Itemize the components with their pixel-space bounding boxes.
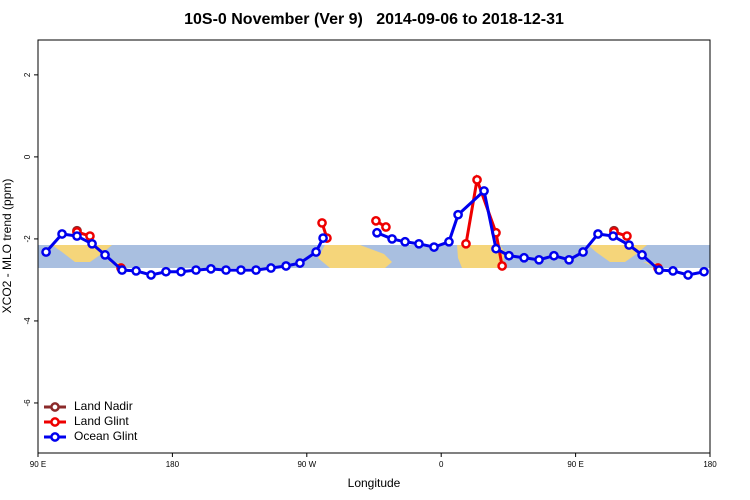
legend-label: Land Nadir	[74, 399, 133, 413]
y-axis-label: XCO2 - MLO trend (ppm)	[0, 179, 14, 314]
legend-marker	[50, 417, 60, 427]
chart-title: 10S-0 November (Ver 9) 2014-09-06 to 201…	[184, 11, 564, 28]
series-point	[317, 218, 327, 228]
series-point	[479, 186, 489, 196]
series-point	[191, 265, 201, 275]
series-point	[387, 234, 397, 244]
series-point	[504, 250, 514, 261]
series-point	[497, 261, 507, 271]
x-tick-label: 180	[166, 460, 180, 469]
series-point	[221, 265, 231, 275]
series-point	[371, 216, 381, 226]
x-tick-label: 0	[439, 460, 444, 469]
series-point	[683, 270, 693, 280]
plot-frame	[37, 39, 711, 454]
series-point	[549, 250, 559, 261]
series-point	[87, 238, 97, 249]
series-point	[381, 222, 391, 232]
series-point	[637, 250, 647, 260]
series-point	[491, 243, 501, 254]
series-point	[117, 265, 127, 275]
y-tick-label: -2	[23, 235, 32, 243]
y-tick-label: 2	[23, 72, 32, 77]
x-tick-label: 90 E	[567, 460, 583, 469]
series-point	[311, 247, 321, 257]
legend-label: Land Glint	[74, 414, 129, 428]
series-point	[654, 265, 664, 275]
series-point	[85, 231, 95, 241]
series-point	[668, 266, 678, 276]
series-point	[622, 231, 632, 241]
x-tick-label: 90 E	[30, 460, 46, 469]
land	[318, 245, 392, 268]
series-point	[624, 240, 634, 250]
series-point	[318, 233, 328, 243]
series-point	[251, 265, 261, 275]
series-point	[461, 238, 471, 249]
series-point	[372, 227, 382, 238]
legend-label: Ocean Glint	[74, 429, 138, 443]
series-point	[295, 258, 305, 268]
legend-marker	[50, 402, 60, 412]
series-point	[578, 247, 588, 257]
series-point	[41, 247, 51, 257]
series-point	[236, 265, 246, 275]
series-point	[161, 266, 171, 277]
x-tick-label: 180	[703, 460, 717, 469]
series-point	[453, 209, 463, 220]
series-point	[593, 229, 603, 239]
series-point	[72, 231, 82, 241]
series-point	[266, 263, 276, 273]
y-tick-label: 0	[23, 154, 32, 159]
series-point	[400, 236, 410, 247]
series-point	[564, 254, 574, 265]
y-tick-label: -6	[23, 399, 32, 407]
series-point	[699, 266, 709, 277]
series-point	[176, 266, 186, 277]
series-point	[472, 175, 482, 185]
map-background	[38, 245, 710, 268]
series-point	[519, 252, 529, 263]
legend-marker	[50, 432, 60, 442]
series-point	[206, 264, 216, 274]
series-point	[146, 270, 156, 280]
y-tick-label: -4	[23, 317, 32, 325]
series-point	[100, 250, 110, 260]
series-point	[414, 238, 424, 249]
series-point	[429, 242, 439, 252]
x-tick-label: 90 W	[297, 460, 316, 469]
series-point	[131, 266, 141, 276]
series-point	[534, 254, 544, 265]
series-point	[281, 261, 291, 271]
series-point	[608, 231, 618, 241]
series-point	[57, 229, 67, 239]
series-point	[444, 236, 454, 247]
x-axis-label: Longitude	[348, 476, 401, 490]
